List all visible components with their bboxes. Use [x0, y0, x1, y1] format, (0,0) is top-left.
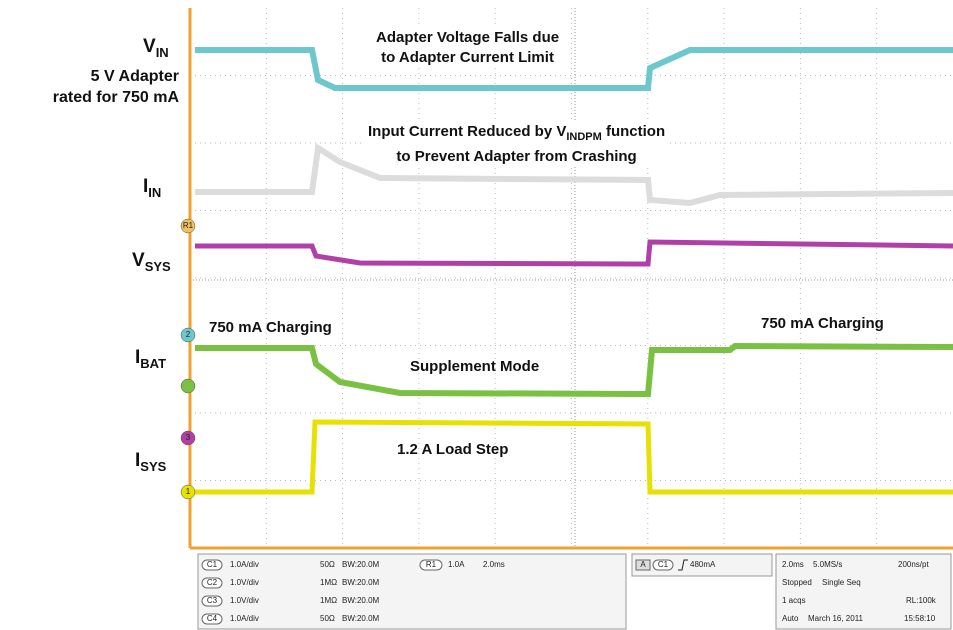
trigger-setting: C1 — [658, 560, 669, 569]
channel-setting: BW:20.0M — [342, 596, 380, 605]
timebase-setting: March 16, 2011 — [808, 614, 864, 623]
channel-setting: 1.0V/div — [230, 578, 259, 587]
channel-setting: C3 — [207, 596, 218, 605]
channel-setting: 50Ω — [320, 614, 335, 623]
timebase-setting: RL:100k — [906, 596, 937, 605]
channel-panel — [198, 554, 626, 629]
timebase-setting: 1 acqs — [782, 596, 806, 605]
channel-setting: BW:20.0M — [342, 578, 380, 587]
timebase-setting: 2.0ms — [782, 560, 804, 569]
vin-label: VIN — [143, 36, 169, 60]
annotation: Input Current Reduced by VINDPM function… — [364, 122, 669, 167]
channel-setting: C2 — [207, 578, 218, 587]
channel-setting: C1 — [207, 560, 218, 569]
annotation: Supplement Mode — [406, 357, 543, 377]
channel-setting: 50Ω — [320, 560, 335, 569]
trigger-setting: 480mA — [690, 560, 716, 569]
ibat-label: IBAT — [135, 347, 166, 371]
channel-setting: BW:20.0M — [342, 560, 380, 569]
vsys-label: VSYS — [132, 250, 171, 274]
timebase-setting: Stopped — [782, 578, 812, 587]
timebase-setting: 15:58:10 — [904, 614, 936, 623]
timebase-setting: Auto — [782, 614, 799, 623]
timebase-setting: 200ns/pt — [898, 560, 929, 569]
channel-marker — [181, 379, 195, 393]
channel-setting: C4 — [207, 614, 218, 623]
channel-setting: 1.0V/div — [230, 596, 259, 605]
annotation: 750 mA Charging — [757, 314, 888, 334]
channel-setting: 1.0A/div — [230, 614, 259, 623]
marker-label: R1 — [183, 221, 194, 230]
ref-setting: R1 — [426, 560, 437, 569]
channel-setting: 1MΩ — [320, 578, 337, 587]
timebase-setting: 5.0MS/s — [813, 560, 842, 569]
annotation: 750 mA Charging — [205, 318, 336, 338]
isys-label: ISYS — [135, 450, 166, 474]
marker-label: 3 — [186, 433, 191, 442]
iin-label: IIN — [143, 176, 161, 200]
ref-setting: 1.0A — [448, 560, 465, 569]
annotation: 1.2 A Load Step — [393, 440, 512, 460]
scope-screen: R1 2 3 1 C1 1.0A/div 50Ω BW:20.0M C2 1.0V/div 1MΩ B… — [0, 0, 953, 630]
channel-setting: 1.0A/div — [230, 560, 259, 569]
marker-label: 2 — [186, 330, 191, 339]
ref-setting: 2.0ms — [483, 560, 505, 569]
timebase-setting: Single Seq — [822, 578, 861, 587]
channel-setting: 1MΩ — [320, 596, 337, 605]
channel-setting: BW:20.0M — [342, 614, 380, 623]
trigger-setting: A — [640, 560, 646, 569]
marker-label: 1 — [186, 487, 191, 496]
